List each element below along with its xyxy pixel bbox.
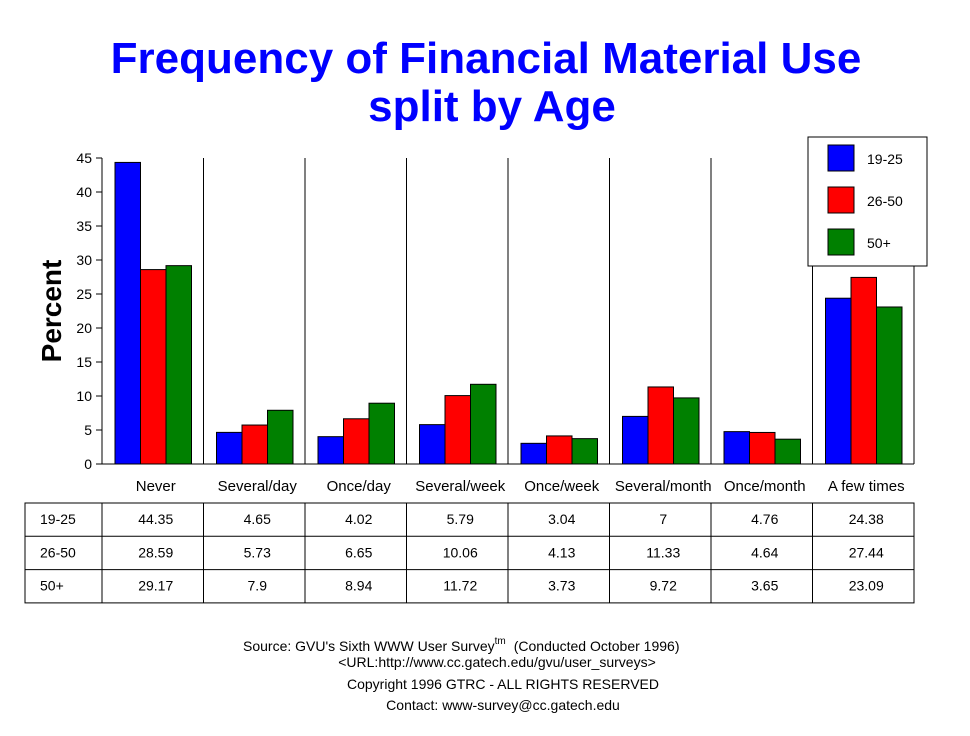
table-cell: 4.65 — [244, 511, 271, 527]
table-cell: 3.73 — [548, 578, 575, 594]
axes: 0 5 10 15 20 25 30 35 40 45 Never Several/day Once/d… — [76, 150, 914, 495]
chart-title: Frequency of Financial Material Use — [111, 34, 862, 83]
footer-source: Source: GVU's Sixth WWW User Survey — [243, 638, 495, 654]
table-cell: 6.65 — [345, 544, 372, 560]
bar-50+-A few times — [876, 306, 903, 465]
bar-50+-Never — [165, 265, 192, 465]
legend-label: 50+ — [867, 235, 891, 251]
bar-50+-Several/day — [267, 409, 294, 465]
bar-26-50-Once/day — [343, 418, 370, 465]
table-row-header: 19-25 — [40, 511, 76, 527]
table-cell: 44.35 — [138, 511, 173, 527]
x-category-label: Never — [136, 478, 176, 495]
y-tick-label: 25 — [76, 286, 92, 302]
footer-tm: tm — [495, 636, 506, 647]
y-tick-label: 20 — [76, 320, 92, 336]
bar-26-50-Once/week — [546, 435, 573, 465]
bar-26-50-Never — [140, 269, 167, 465]
legend-swatch — [827, 228, 855, 256]
table-cell: 11.33 — [646, 544, 680, 560]
y-tick-label: 0 — [84, 456, 92, 472]
table-cell: 4.76 — [751, 511, 778, 527]
bar-19-25-A few times — [825, 297, 852, 465]
footer-copyright: Copyright 1996 GTRC - ALL RIGHTS RESERVE… — [347, 676, 659, 692]
table-cell: 9.72 — [650, 578, 677, 594]
bar-19-25-Once/day — [317, 436, 344, 465]
x-category-label: Once/month — [724, 478, 806, 495]
bar-50+-Several/month — [673, 397, 700, 465]
legend-swatch — [827, 186, 855, 214]
y-tick-label: 10 — [76, 388, 92, 404]
table-row-header: 50+ — [40, 578, 64, 594]
table-cell: 3.65 — [751, 578, 778, 594]
table-cell: 7.9 — [248, 578, 268, 594]
bar-50+-Once/month — [774, 438, 801, 465]
y-tick-label: 40 — [76, 184, 92, 200]
table-cell: 4.13 — [548, 544, 575, 560]
y-tick-label: 5 — [84, 422, 92, 438]
table-cell: 23.09 — [849, 578, 884, 594]
table-cell: 11.72 — [443, 578, 477, 594]
table-cell: 7 — [659, 511, 667, 527]
x-category-label: Once/week — [524, 478, 600, 495]
y-tick-label: 45 — [76, 150, 92, 166]
bar-19-25-Several/day — [216, 431, 243, 465]
svg-text:Source: GVU's Sixth WWW User S: Source: GVU's Sixth WWW User Surveytm (Co… — [243, 636, 679, 654]
table-cell: 4.02 — [345, 511, 372, 527]
y-axis-label: Percent — [36, 260, 67, 363]
legend-label: 26-50 — [867, 193, 903, 209]
bar-26-50-Once/month — [749, 431, 776, 465]
bar-19-25-Never — [114, 161, 141, 465]
bar-50+-Several/week — [470, 383, 497, 465]
table-cell: 3.04 — [548, 511, 575, 527]
bar-50+-Once/day — [368, 402, 395, 465]
footer-url: <URL:http://www.cc.gatech.edu/gvu/user_s… — [338, 654, 656, 670]
bar-50+-Once/week — [571, 438, 598, 465]
bar-19-25-Several/month — [622, 415, 649, 465]
x-category-label: Several/day — [218, 478, 298, 495]
table-cell: 29.17 — [138, 578, 173, 594]
table-cell: 5.79 — [447, 511, 474, 527]
bars — [114, 161, 903, 465]
chart-subtitle: split by Age — [368, 82, 616, 131]
data-table: 19-25 44.35 4.65 4.02 5.79 3.04 7 4.76 24.38 26-5… — [24, 502, 915, 604]
table-row-header: 26-50 — [40, 544, 76, 560]
x-category-label: Once/day — [327, 478, 392, 495]
y-tick-label: 35 — [76, 218, 92, 234]
grid — [203, 158, 915, 464]
table-cell: 4.64 — [751, 544, 778, 560]
bar-26-50-Several/week — [444, 395, 471, 465]
bar-26-50-Several/day — [241, 424, 268, 465]
table-cell: 10.06 — [443, 544, 478, 560]
legend-swatch — [827, 144, 855, 172]
footer-contact: Contact: www-survey@cc.gatech.edu — [386, 697, 620, 713]
x-category-label: Several/month — [615, 478, 712, 495]
footer-conducted: (Conducted October 1996) — [514, 638, 680, 654]
y-tick-label: 30 — [76, 252, 92, 268]
bar-19-25-Once/week — [520, 442, 547, 465]
footer: Source: GVU's Sixth WWW User Surveytm (Co… — [243, 636, 679, 713]
table-cell: 27.44 — [849, 544, 884, 560]
table-cell: 8.94 — [345, 578, 372, 594]
legend-label: 19-25 — [867, 151, 903, 167]
x-category-label: A few times — [828, 478, 905, 495]
bar-26-50-Several/month — [647, 386, 674, 465]
y-tick-label: 15 — [76, 354, 92, 370]
bar-26-50-A few times — [850, 276, 877, 465]
legend: 19-25 26-50 50+ — [807, 136, 928, 267]
bar-19-25-Several/week — [419, 424, 446, 465]
table-cell: 28.59 — [138, 544, 173, 560]
bar-19-25-Once/month — [723, 431, 750, 465]
x-category-label: Several/week — [415, 478, 506, 495]
table-cell: 5.73 — [244, 544, 271, 560]
table-cell: 24.38 — [849, 511, 884, 527]
table-border — [24, 502, 915, 604]
